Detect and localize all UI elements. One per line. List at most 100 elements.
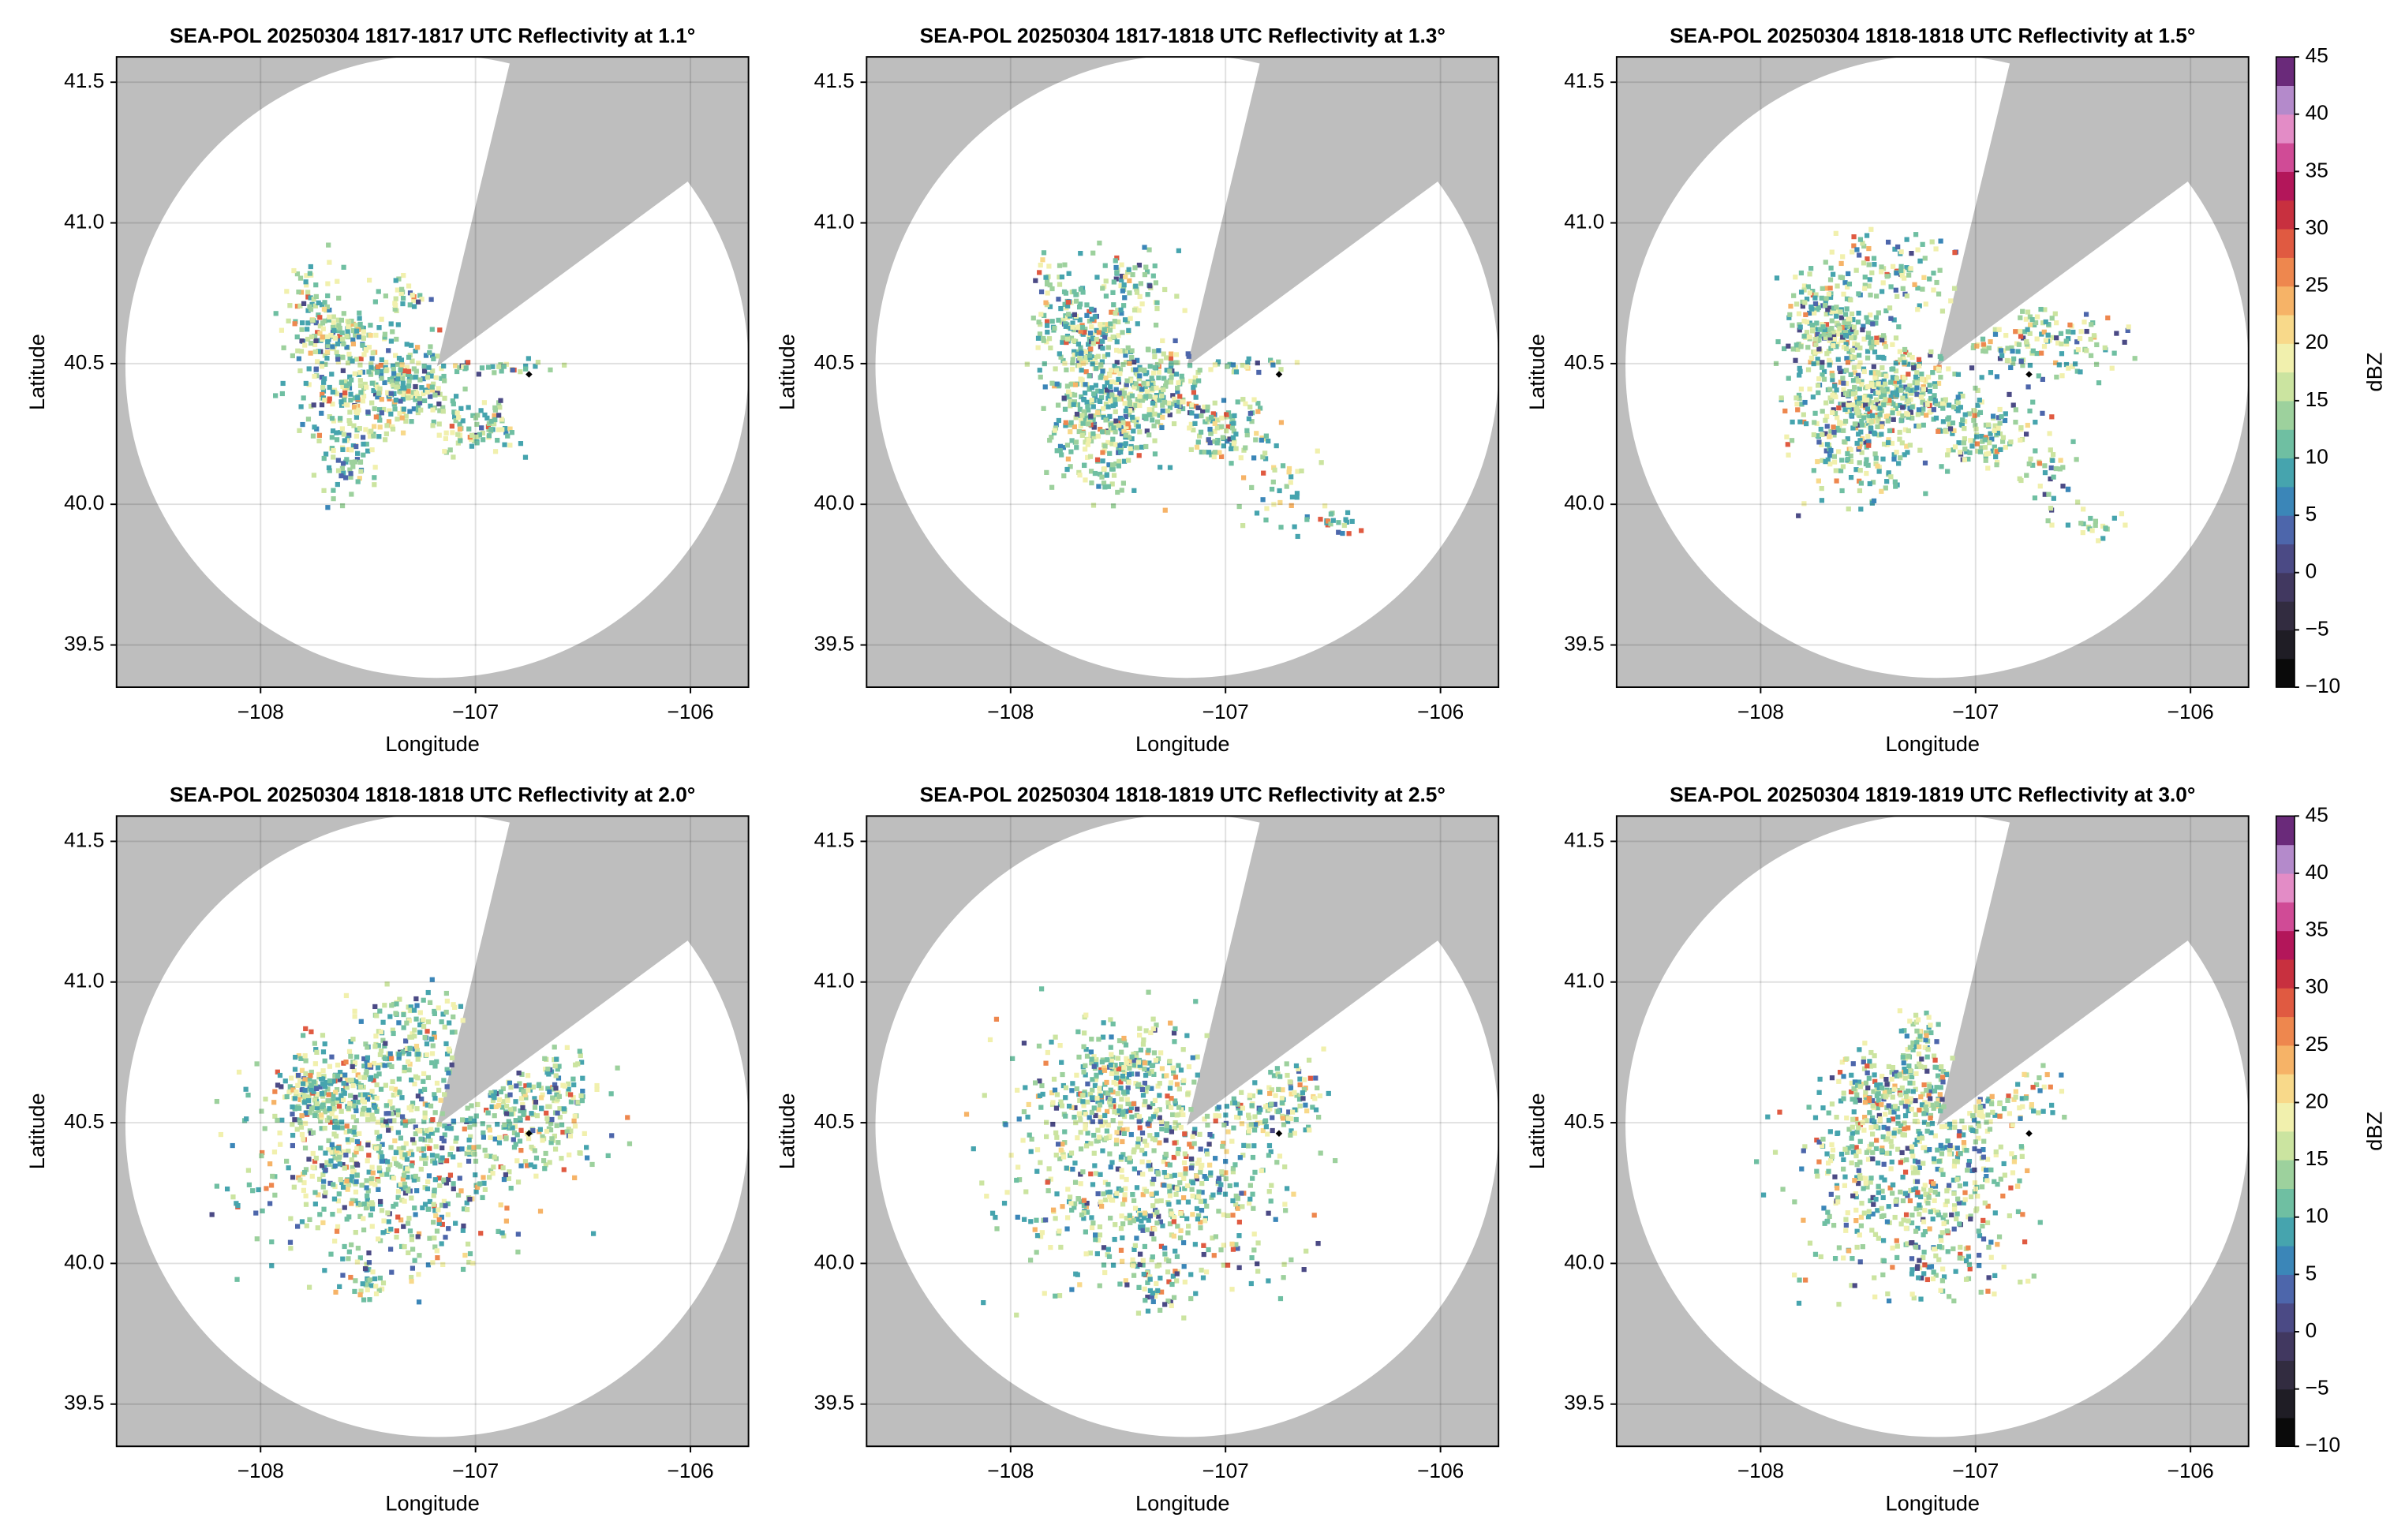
echo [411, 1140, 417, 1146]
echo [518, 1127, 524, 1133]
echo [2078, 329, 2084, 335]
echo [1333, 1157, 1338, 1164]
echo [303, 1058, 309, 1063]
echo [345, 402, 350, 408]
echo [416, 361, 421, 366]
echo [1121, 1039, 1128, 1045]
echo [453, 1138, 458, 1144]
echo [2023, 339, 2029, 345]
echo [365, 1055, 371, 1060]
echo [350, 1099, 356, 1105]
echo [425, 1179, 431, 1185]
echo [1162, 1154, 1168, 1160]
echo [1927, 398, 1932, 404]
echo [1164, 379, 1169, 385]
echo [420, 1205, 425, 1211]
echo [1146, 247, 1152, 252]
echo [342, 1090, 347, 1096]
echo [1180, 399, 1185, 405]
echo [431, 419, 436, 425]
echo [342, 397, 347, 403]
echo [1238, 455, 1244, 461]
echo [522, 1092, 528, 1097]
echo [1819, 485, 1824, 492]
echo [396, 276, 402, 282]
echo [1799, 402, 1805, 407]
echo [369, 1164, 375, 1170]
echo [1072, 289, 1077, 294]
echo [356, 407, 361, 413]
echo [1105, 404, 1111, 409]
echo [454, 1135, 459, 1141]
echo [566, 1081, 571, 1087]
echo [1123, 441, 1128, 447]
echo [350, 1037, 356, 1042]
echo [1052, 383, 1057, 389]
echo [1266, 438, 1271, 444]
echo [1116, 458, 1122, 465]
echo [1101, 1245, 1107, 1250]
echo [460, 418, 466, 424]
echo [1060, 357, 1066, 364]
echo [327, 1078, 333, 1084]
echo [1898, 249, 1904, 255]
echo [364, 441, 369, 447]
echo [2008, 364, 2014, 371]
echo [1158, 465, 1163, 470]
echo [295, 1224, 301, 1229]
echo [1270, 479, 1276, 485]
echo [482, 412, 488, 418]
echo [383, 1119, 389, 1124]
echo [1211, 1253, 1217, 1258]
echo [1842, 418, 1849, 424]
echo [423, 1155, 429, 1161]
echo [1099, 474, 1105, 480]
echo [442, 1092, 447, 1097]
echo [1905, 412, 1911, 417]
echo [427, 1146, 432, 1151]
echo [1853, 425, 1859, 431]
echo [564, 1045, 570, 1050]
echo [537, 1127, 543, 1132]
echo [422, 1137, 428, 1143]
echo [1818, 334, 1824, 339]
echo [1168, 356, 1174, 361]
echo [1116, 376, 1121, 383]
echo [1091, 1132, 1097, 1138]
echo [573, 1062, 578, 1067]
echo [1294, 491, 1300, 496]
echo [475, 413, 481, 418]
echo [508, 1112, 514, 1117]
echo [1070, 357, 1075, 362]
echo [1023, 1085, 1028, 1090]
echo [360, 342, 365, 348]
echo [1194, 444, 1200, 450]
echo [440, 1262, 446, 1268]
echo [1129, 436, 1135, 442]
echo [326, 317, 331, 323]
echo [1127, 408, 1133, 413]
echo [343, 379, 349, 384]
echo [335, 481, 340, 488]
echo [2093, 361, 2100, 367]
echo [481, 400, 487, 406]
echo [341, 311, 346, 316]
echo [1863, 439, 1868, 445]
echo [1200, 408, 1206, 413]
echo [528, 1162, 533, 1168]
echo [2025, 422, 2030, 428]
echo [413, 996, 419, 1002]
echo [1077, 317, 1083, 323]
echo [446, 1176, 451, 1183]
echo [1975, 412, 1980, 417]
echo [320, 1081, 326, 1087]
echo [1793, 357, 1798, 363]
echo [2025, 327, 2030, 332]
echo [439, 1145, 445, 1151]
echo [411, 297, 417, 303]
echo [1992, 444, 1997, 450]
echo [1122, 1197, 1128, 1202]
echo [289, 1075, 294, 1081]
echo [346, 381, 352, 387]
echo [1176, 1063, 1181, 1068]
